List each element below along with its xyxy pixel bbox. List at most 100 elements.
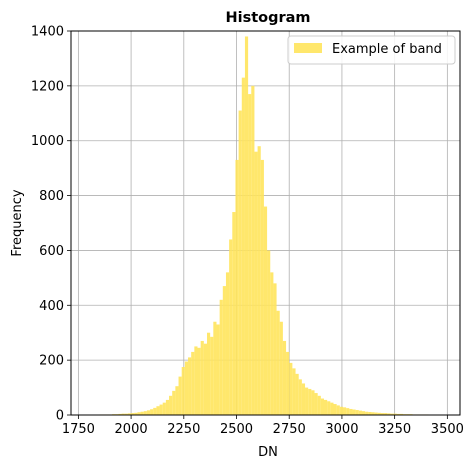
histogram-bar bbox=[342, 407, 347, 415]
plot-frame bbox=[70, 30, 461, 416]
histogram-bar bbox=[374, 412, 378, 415]
histogram-bar bbox=[143, 411, 147, 415]
histogram-bar bbox=[165, 399, 170, 415]
histogram-bar bbox=[251, 85, 255, 415]
histogram-bar bbox=[206, 332, 211, 415]
x-axis-label: DN bbox=[258, 445, 278, 460]
y-tick-label: 1400 bbox=[31, 25, 64, 40]
histogram-bar bbox=[244, 36, 249, 415]
y-tick-label: 1000 bbox=[31, 134, 64, 149]
histogram-bar bbox=[380, 413, 385, 415]
histogram-bar bbox=[390, 413, 394, 415]
histogram-bar bbox=[330, 402, 334, 415]
histogram-bar bbox=[194, 346, 198, 415]
histogram-bar bbox=[301, 383, 306, 415]
histogram-bar bbox=[286, 351, 290, 415]
histogram-bar bbox=[276, 310, 280, 415]
histogram-bar bbox=[131, 413, 135, 415]
histogram-bar bbox=[305, 387, 309, 415]
histogram-bar bbox=[396, 413, 400, 415]
histogram-bar bbox=[311, 390, 315, 415]
histogram-bar bbox=[257, 146, 261, 415]
histogram-bar bbox=[169, 395, 173, 415]
histogram-bar bbox=[267, 250, 271, 415]
histogram-bar bbox=[216, 324, 220, 415]
histogram-bar bbox=[279, 321, 283, 415]
histogram-bar bbox=[377, 412, 381, 415]
histogram-bar bbox=[229, 239, 233, 415]
y-tick-label: 800 bbox=[39, 189, 64, 204]
histogram-bar bbox=[134, 412, 138, 415]
histogram-bar bbox=[336, 405, 340, 415]
histogram-bar bbox=[368, 411, 372, 415]
histogram-bar bbox=[327, 401, 331, 415]
histogram-bar bbox=[399, 413, 404, 415]
histogram-bar bbox=[314, 393, 318, 415]
histogram-bar bbox=[365, 411, 369, 415]
histogram-bar bbox=[146, 410, 151, 415]
histogram-bar bbox=[225, 272, 230, 415]
histogram-bar bbox=[121, 413, 125, 415]
histogram-bar bbox=[140, 411, 144, 415]
histogram-bar bbox=[263, 206, 268, 415]
x-tick-label: 2000 bbox=[115, 422, 148, 437]
histogram-bar bbox=[181, 367, 185, 415]
histogram-bar bbox=[175, 386, 179, 415]
histogram-bar bbox=[270, 272, 274, 415]
histogram-bar bbox=[289, 362, 293, 415]
y-tick-label: 200 bbox=[39, 354, 64, 369]
histogram-bar bbox=[184, 361, 189, 415]
histogram-bar bbox=[172, 390, 176, 415]
histogram-bar bbox=[317, 395, 321, 415]
histogram-bar bbox=[387, 413, 391, 415]
histogram-bar bbox=[191, 351, 195, 415]
histogram-bar bbox=[219, 299, 223, 415]
histogram-bar bbox=[150, 409, 154, 415]
histogram-bar bbox=[292, 368, 296, 415]
x-tick-label: 3250 bbox=[378, 422, 411, 437]
histogram-bar bbox=[127, 413, 132, 415]
histogram-bar bbox=[355, 410, 359, 415]
histogram-bar bbox=[273, 283, 277, 415]
x-tick-label: 2250 bbox=[167, 422, 200, 437]
histogram-bar bbox=[235, 159, 239, 415]
y-tick-label: 400 bbox=[39, 299, 64, 314]
y-tick-label: 600 bbox=[39, 244, 64, 259]
legend-swatch bbox=[294, 43, 322, 53]
histogram-bar bbox=[298, 379, 302, 415]
histogram-bar bbox=[213, 321, 217, 415]
histogram-bar bbox=[282, 340, 287, 415]
histogram-bar bbox=[339, 406, 343, 415]
y-tick-label: 1200 bbox=[31, 79, 64, 94]
histogram-bar bbox=[178, 376, 182, 415]
histogram-bar bbox=[238, 110, 242, 416]
histogram-bar bbox=[260, 159, 264, 415]
x-tick-label: 2750 bbox=[273, 422, 306, 437]
legend: Example of band bbox=[287, 35, 456, 65]
histogram-bar bbox=[153, 407, 157, 415]
histogram-bar bbox=[320, 398, 325, 415]
histogram-bar bbox=[200, 340, 204, 415]
histogram-bar bbox=[232, 212, 236, 415]
histogram-bar bbox=[254, 151, 258, 415]
legend-label: Example of band bbox=[332, 42, 442, 57]
x-tick-label: 1750 bbox=[62, 422, 95, 437]
histogram-bar bbox=[352, 409, 356, 415]
histogram-bar bbox=[210, 336, 214, 415]
histogram-bar bbox=[162, 402, 166, 415]
histogram-bar bbox=[346, 408, 350, 415]
y-tick-label: 0 bbox=[56, 409, 64, 424]
histogram-bar bbox=[137, 412, 141, 415]
histogram-bar bbox=[324, 399, 328, 415]
histogram-bar bbox=[358, 410, 362, 415]
histogram-bar bbox=[384, 413, 388, 415]
histogram-bar bbox=[222, 286, 226, 415]
histogram-bar bbox=[349, 408, 353, 415]
histogram-bar bbox=[333, 404, 337, 415]
histogram-bar bbox=[188, 357, 192, 415]
histogram-bar bbox=[295, 373, 299, 415]
chart-title: Histogram bbox=[225, 10, 310, 26]
x-tick-label: 2500 bbox=[220, 422, 253, 437]
histogram-bar bbox=[371, 412, 375, 415]
